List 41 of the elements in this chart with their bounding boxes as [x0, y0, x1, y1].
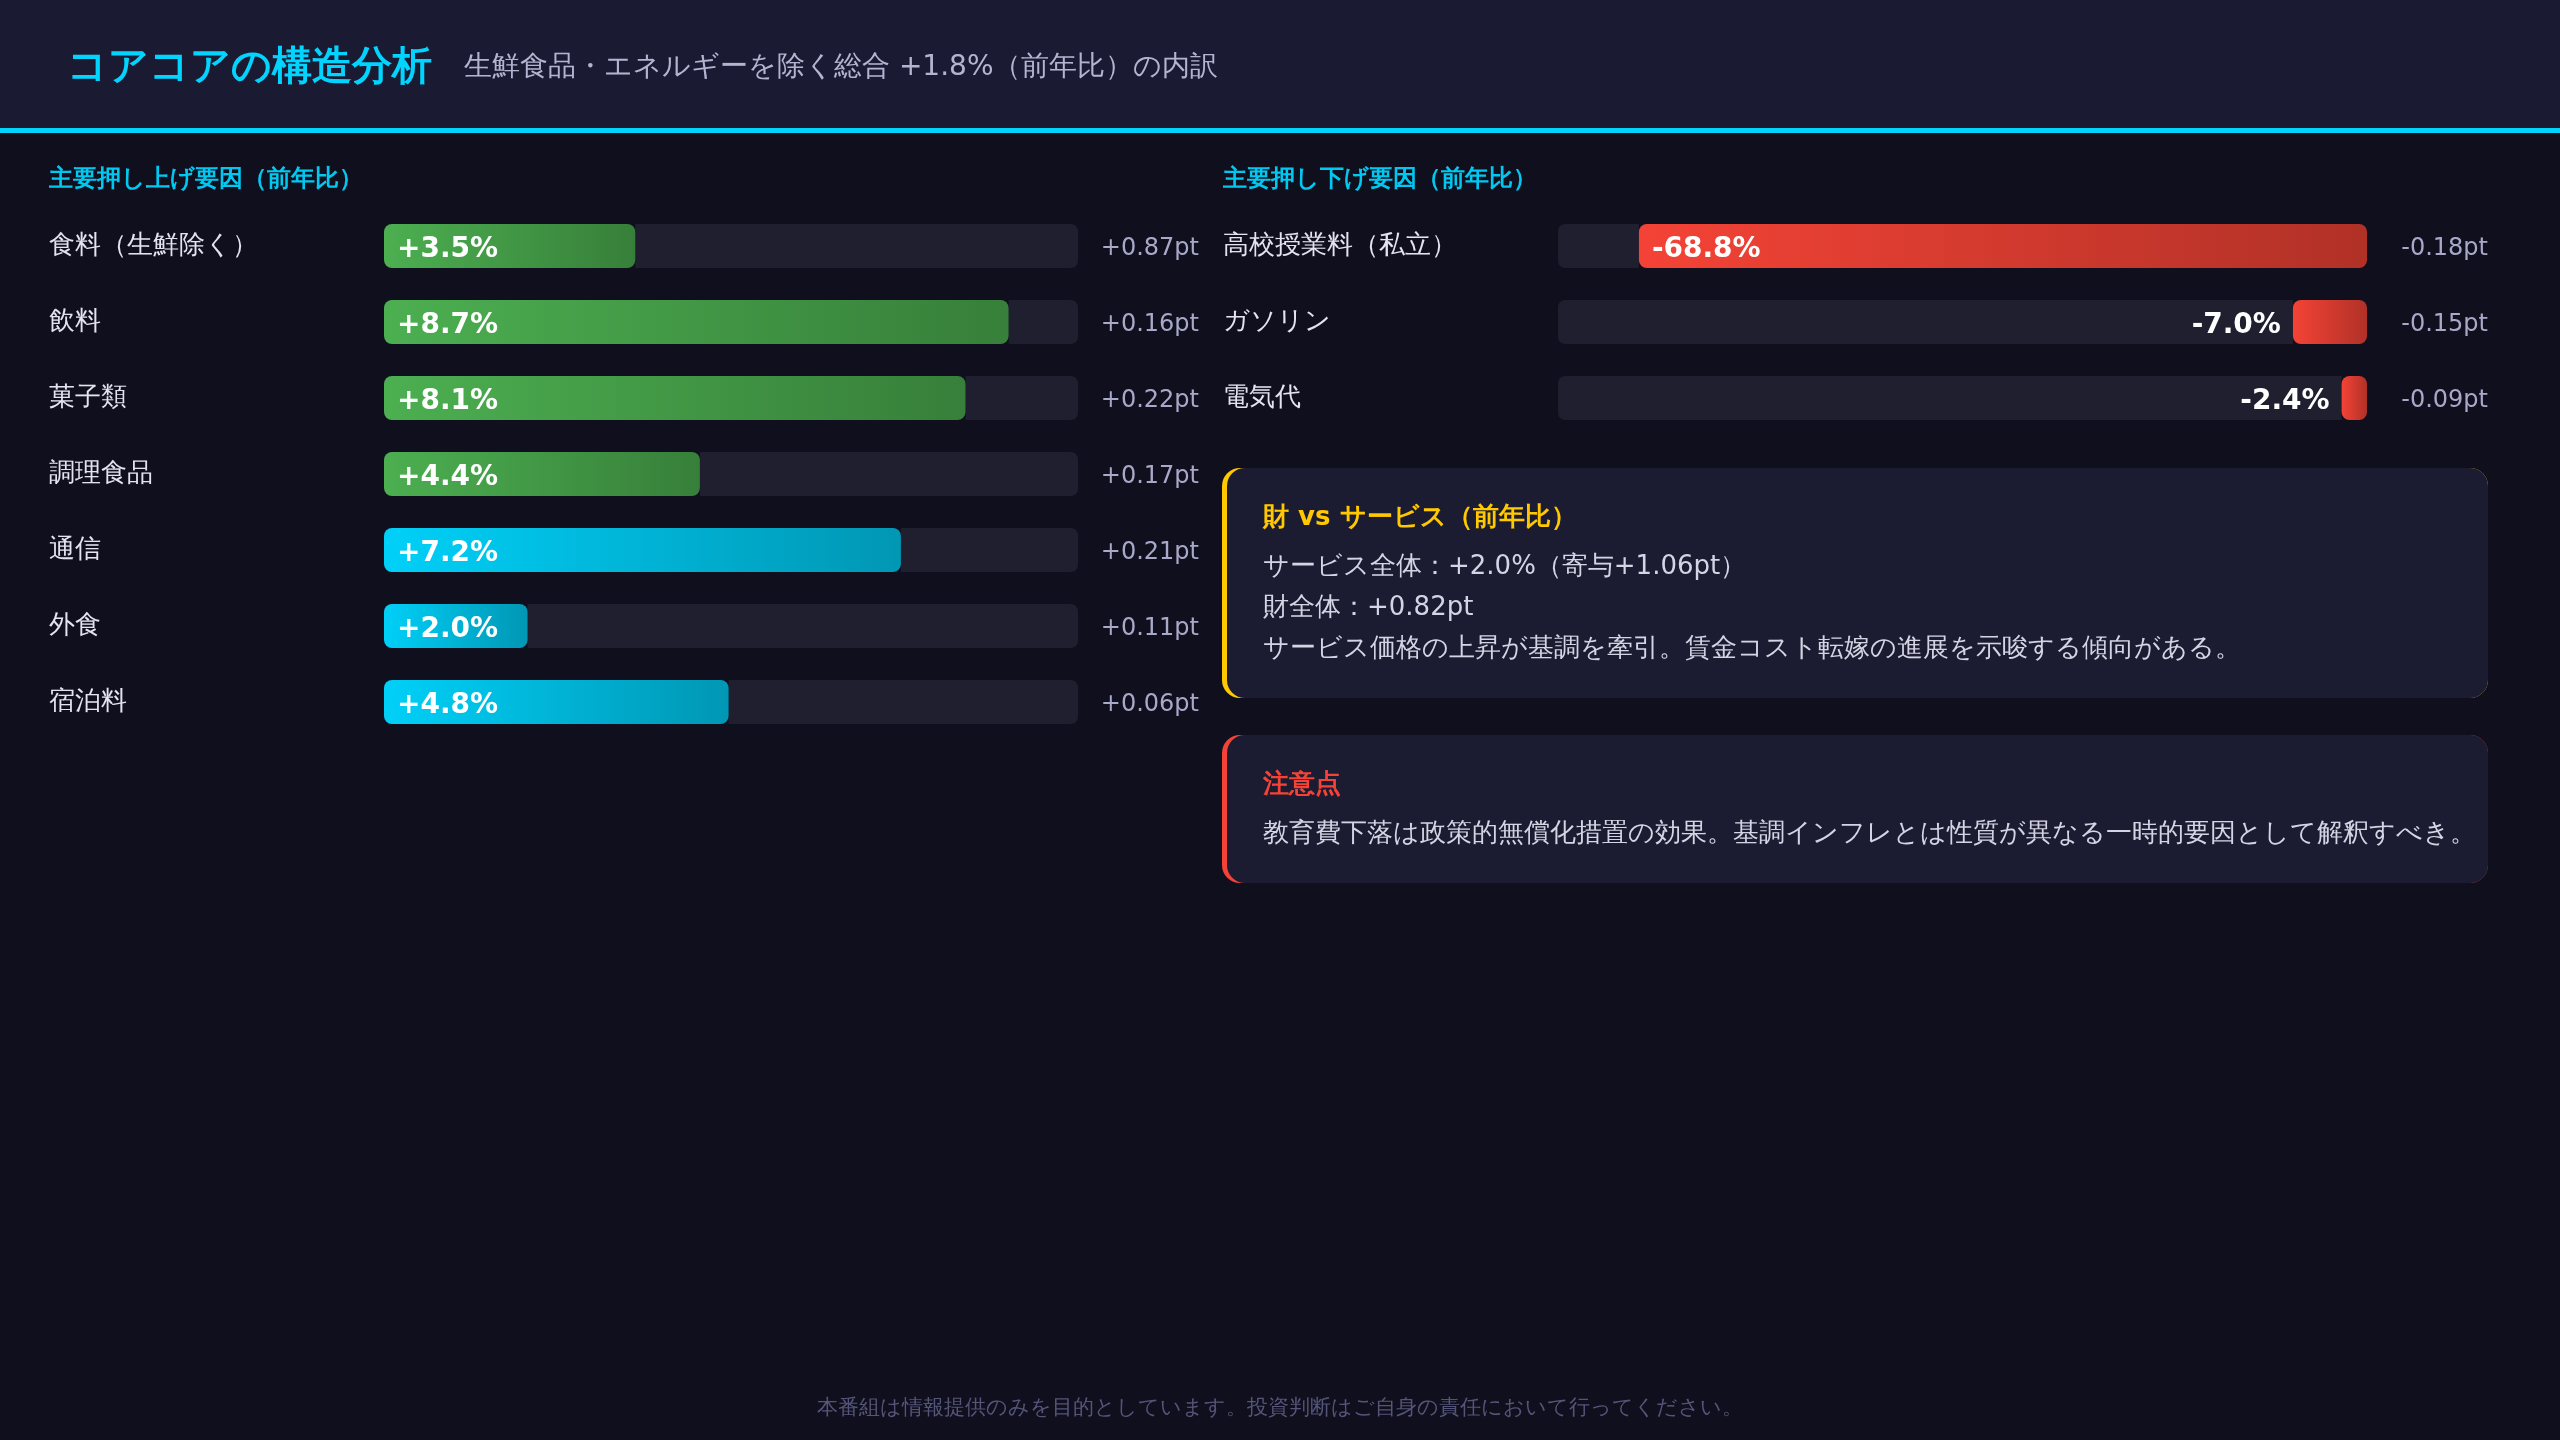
y-tick-label: 菓子類 [49, 381, 127, 411]
text: +0.16pt [1100, 309, 1199, 337]
text: 主要押し下げ要因（前年比） [1222, 164, 1537, 192]
chart-title: 主要押し上げ要因（前年比） [48, 164, 363, 192]
text: +0.06pt [1100, 689, 1199, 717]
data-label: +8.1% [397, 382, 499, 416]
data-label: +2.0% [397, 610, 499, 644]
y-tick-label: 宿泊料 [49, 685, 127, 715]
data-label: +3.5% [397, 230, 499, 264]
text: +0.87pt [1100, 233, 1199, 261]
text: -0.15pt [2401, 309, 2488, 337]
text: -0.09pt [2401, 385, 2488, 413]
text: 教育費下落は政策的無償化措置の効果。基調インフレとは性質が異なる一時的要因として解釈すべき。 [1263, 817, 2476, 847]
data-label: +8.7% [397, 306, 499, 340]
data-label: +4.4% [397, 458, 499, 492]
text: +0.11pt [1100, 613, 1199, 641]
y-tick-label: 高校授業料（私立） [1223, 229, 1457, 259]
text: 財 vs サービス（前年比） [1262, 501, 1577, 531]
y-tick-label: ガソリン [1223, 305, 1331, 335]
y-tick-label: 通信 [49, 533, 101, 563]
data-label: -68.8% [1651, 230, 1761, 264]
text: コアコアの構造分析 [67, 42, 432, 88]
text: 注意点 [1262, 768, 1341, 798]
data-label: -2.4% [2240, 382, 2330, 416]
text: +0.21pt [1100, 537, 1199, 565]
text: サービス全体：+2.0%（寄与+1.06pt） [1263, 550, 1747, 580]
y-tick-label: 食料（生鮮除く） [49, 229, 258, 259]
data-label: -7.0% [2191, 306, 2281, 340]
y-tick-label: 電気代 [1223, 381, 1301, 411]
text: 財全体：+0.82pt [1263, 591, 1474, 621]
text: 生鮮食品・エネルギーを除く総合 +1.8%（前年比）の内訳 [464, 48, 1219, 82]
text: +0.17pt [1100, 461, 1199, 489]
data-label: +4.8% [397, 686, 499, 720]
text: +0.22pt [1100, 385, 1199, 413]
text: -0.18pt [2401, 233, 2488, 261]
y-tick-label: 調理食品 [49, 457, 153, 487]
data-label: +7.2% [397, 534, 499, 568]
y-tick-label: 外食 [49, 609, 101, 639]
text: サービス価格の上昇が基調を牽引。賃金コスト転嫁の進展を示唆する傾向がある。 [1263, 632, 2241, 662]
y-tick-label: 飲料 [49, 305, 101, 335]
text: 本番組は情報提供のみを目的としています。投資判断はご自身の責任において行ってください。 [817, 1395, 1743, 1419]
